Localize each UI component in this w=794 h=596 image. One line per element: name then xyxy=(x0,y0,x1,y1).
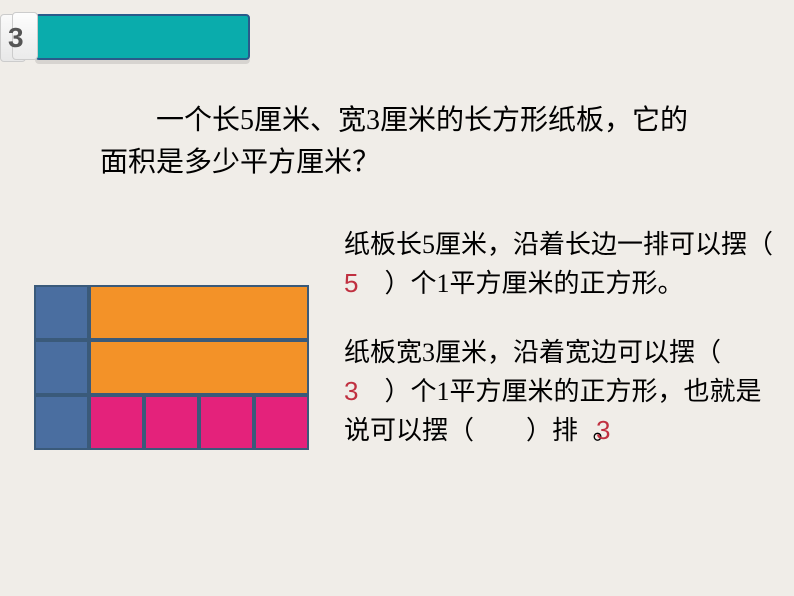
question-text: 一个长5厘米、宽3厘米的长方形纸板，它的面积是多少平方厘米？ xyxy=(100,100,690,184)
para2-mid: ）个1平方厘米的正方形，也就是说可以摆（ ）排 xyxy=(344,377,761,445)
diagram-cell-blue xyxy=(34,285,89,340)
diagram-cell-pink xyxy=(254,395,309,450)
explanation-para-2: 纸板宽3厘米，沿着宽边可以摆（ 3 ）个1平方厘米的正方形，也就是说可以摆（ ）… xyxy=(344,333,776,450)
page-number: 3 xyxy=(8,22,24,54)
para2-before: 纸板宽3厘米，沿着宽边可以摆（ xyxy=(344,338,747,367)
blank-answer-3: 3 xyxy=(596,415,610,445)
header-bar xyxy=(35,14,250,60)
blank-answer-1: 5 xyxy=(344,268,358,298)
diagram-cell-blue xyxy=(34,395,89,450)
diagram-cell-pink xyxy=(144,395,199,450)
diagram-cell-orange xyxy=(89,285,309,340)
para1-after: ）个1平方厘米的正方形。 xyxy=(358,269,683,298)
blank-answer-2: 3 xyxy=(344,376,358,406)
diagram-cell-orange xyxy=(89,340,309,395)
diagram-cell-pink xyxy=(199,395,254,450)
diagram-cell-pink xyxy=(89,395,144,450)
rectangle-diagram xyxy=(34,285,309,450)
para1-before: 纸板长5厘米，沿着长边一排可以摆（ xyxy=(344,230,794,259)
explanation-para-1: 纸板长5厘米，沿着长边一排可以摆（ 5 ）个1平方厘米的正方形。 xyxy=(344,225,776,303)
header-decoration: 3 xyxy=(0,12,250,62)
diagram-cell-blue xyxy=(34,340,89,395)
explanation-text: 纸板长5厘米，沿着长边一排可以摆（ 5 ）个1平方厘米的正方形。 纸板宽3厘米，… xyxy=(344,225,776,450)
